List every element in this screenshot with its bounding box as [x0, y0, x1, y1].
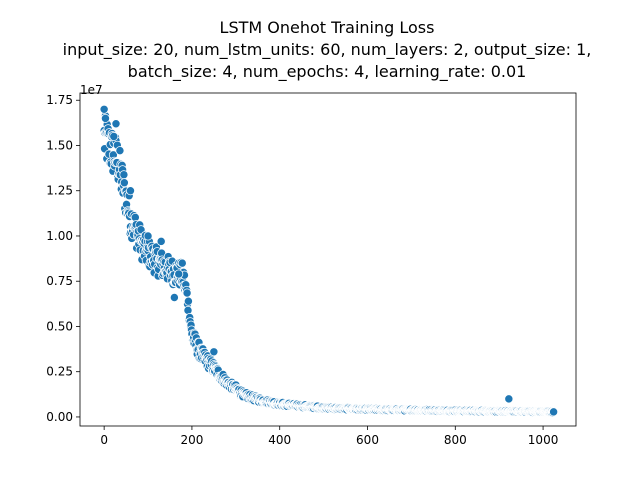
- data-point: [143, 231, 153, 241]
- y-tick-label: 1.75: [46, 93, 73, 107]
- data-point: [174, 269, 184, 279]
- chart-title: LSTM Onehot Training Loss input_size: 20…: [63, 18, 592, 82]
- data-points: [99, 104, 559, 418]
- y-tick-label: 0.25: [46, 365, 73, 379]
- data-point: [111, 119, 121, 129]
- data-point: [119, 170, 129, 180]
- data-point: [177, 258, 187, 268]
- y-axis-offset-label: 1e7: [80, 83, 103, 97]
- y-tick-label: 1.25: [46, 184, 73, 198]
- x-tick-label: 800: [444, 433, 467, 447]
- data-point: [504, 394, 514, 404]
- data-point: [209, 347, 219, 357]
- data-point: [100, 113, 110, 123]
- y-tick-label: 1.00: [46, 229, 73, 243]
- plot-frame: [79, 92, 577, 427]
- data-point: [549, 407, 559, 417]
- x-tick-label: 0: [100, 433, 108, 447]
- y-axis-ticks: 0.00 0.25 0.50 0.75 1.00 1.25 1.50 1.75: [46, 93, 80, 424]
- title-line-3: batch_size: 4, num_epochs: 4, learning_r…: [128, 62, 527, 82]
- data-point: [183, 296, 193, 306]
- title-line-2: input_size: 20, num_lstm_units: 60, num_…: [63, 40, 592, 60]
- x-tick-label: 200: [180, 433, 203, 447]
- data-point: [119, 178, 129, 188]
- x-axis-ticks: 0 200 400 600 800 1000: [100, 426, 558, 447]
- y-tick-label: 0.50: [46, 319, 73, 333]
- data-point: [126, 186, 135, 196]
- title-line-1: LSTM Onehot Training Loss: [220, 18, 435, 37]
- data-point: [182, 288, 192, 298]
- data-point: [109, 131, 119, 141]
- x-tick-label: 600: [356, 433, 379, 447]
- y-tick-label: 0.00: [46, 410, 73, 424]
- data-point: [169, 293, 179, 302]
- data-point: [156, 236, 166, 246]
- data-point: [99, 104, 109, 114]
- data-point: [115, 146, 125, 156]
- x-tick-label: 1000: [528, 433, 559, 447]
- y-tick-label: 1.50: [46, 138, 73, 152]
- x-tick-label: 400: [268, 433, 291, 447]
- y-tick-label: 0.75: [46, 274, 73, 288]
